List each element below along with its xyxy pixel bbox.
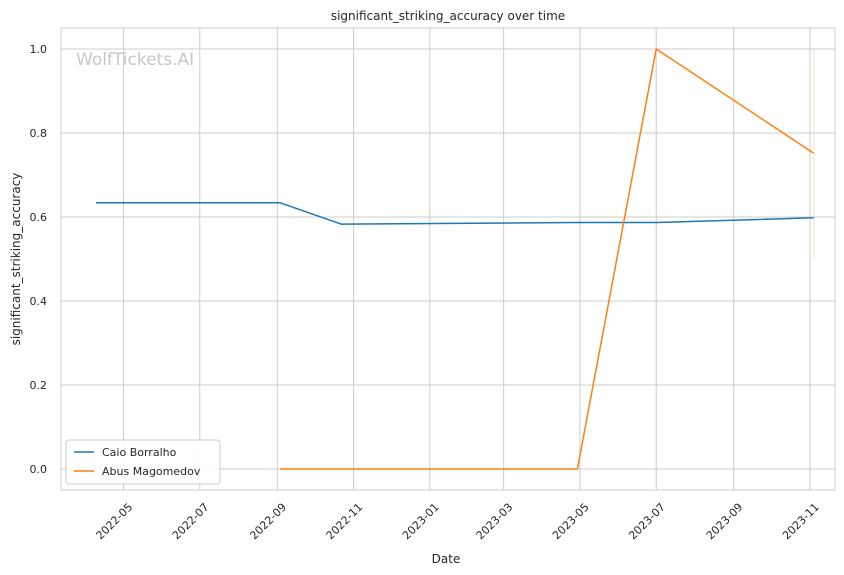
legend-label: Abus Magomedov	[102, 465, 201, 478]
y-tick-label: 0.4	[30, 295, 48, 308]
y-tick-label: 0.2	[30, 379, 48, 392]
x-axis-label: Date	[432, 552, 461, 566]
chart-title: significant_striking_accuracy over time	[331, 9, 565, 23]
watermark: WolfTickets.AI	[76, 50, 194, 70]
legend-label: Caio Borralho	[102, 446, 177, 459]
legend: Caio Borralho Abus Magomedov	[65, 439, 221, 485]
series-layer	[96, 48, 815, 470]
y-tick-label: 0.0	[30, 463, 48, 476]
plot-area	[60, 27, 836, 491]
y-axis-label: significant_striking_accuracy	[9, 173, 23, 346]
y-tick-label: 1.0	[30, 43, 48, 56]
y-tick-label: 0.6	[30, 211, 48, 224]
y-tick-label: 0.8	[30, 127, 48, 140]
legend-box	[65, 439, 221, 485]
series-caio-borralho-line	[96, 201, 814, 225]
series-abus-magomedov-line	[279, 48, 815, 470]
